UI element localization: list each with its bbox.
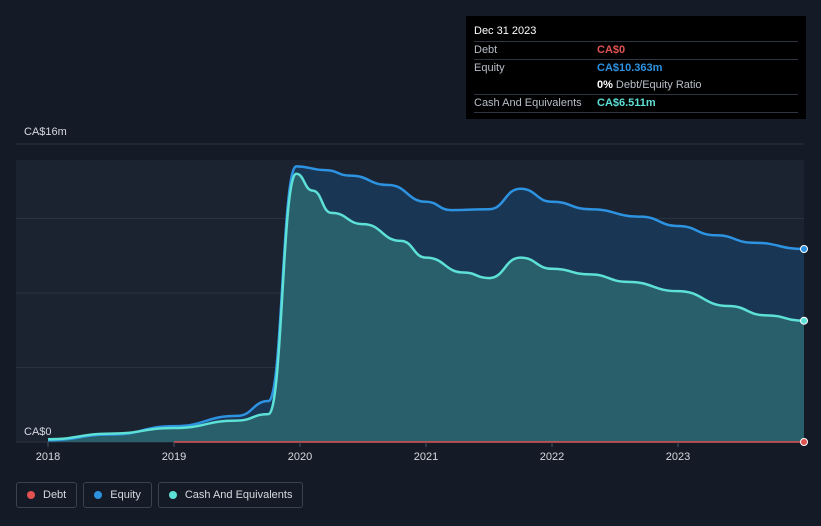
cash-dot-icon [168, 491, 177, 499]
x-tick-label: 2020 [288, 451, 312, 463]
equity-dot-icon [94, 491, 103, 499]
tooltip-cash-label: Cash And Equivalents [474, 97, 582, 109]
tooltip-equity-label: Equity [474, 62, 505, 74]
tooltip-date: Dec 31 2023 [474, 25, 537, 37]
legend-equity-label: Equity [110, 489, 141, 501]
tooltip-ratio-suffix: Debt/Equity Ratio [615, 79, 702, 91]
tooltip-debt-value: CA$0 [597, 44, 626, 56]
tooltip-row-debt: Debt CA$0 [474, 41, 798, 59]
tooltip-row-cash: Cash And Equivalents CA$6.511m [474, 94, 798, 113]
legend-item-equity[interactable]: Equity [83, 482, 152, 508]
series-end-marker-debt [800, 438, 808, 446]
x-tick-label: 2019 [162, 451, 186, 463]
tooltip-row-ratio: 0% Debt/Equity Ratio [474, 77, 798, 94]
legend-item-debt[interactable]: Debt [16, 482, 78, 508]
tooltip-equity-value: CA$10.363m [597, 62, 663, 74]
y-axis-bottom-label: CA$0 [24, 426, 52, 438]
x-tick-label: 2022 [540, 451, 564, 463]
tooltip-row-equity: Equity CA$10.363m [474, 59, 798, 77]
legend-cash-label: Cash And Equivalents [184, 489, 293, 501]
series-layer [47, 165, 808, 446]
x-axis: 2018 2019 2020 2021 2022 2023 [36, 442, 690, 463]
tooltip-ratio-value: 0% [597, 79, 613, 91]
tooltip-ratio-label-empty [474, 77, 597, 94]
legend-debt-label: Debt [43, 489, 67, 501]
x-tick-label: 2021 [414, 451, 438, 463]
series-line-cash-and-equivalents [47, 172, 805, 441]
series-line-equity [47, 165, 805, 442]
legend: Debt Equity Cash And Equivalents [16, 482, 304, 508]
debt-dot-icon [27, 491, 35, 499]
series-end-marker-cash-and-equivalents [800, 316, 808, 325]
x-tick-label: 2023 [666, 451, 690, 463]
tooltip-panel: Dec 31 2023 Debt CA$0 Equity CA$10.363m … [466, 16, 806, 119]
series-end-marker-equity [800, 244, 808, 253]
legend-item-cash[interactable]: Cash And Equivalents [157, 482, 304, 508]
series-area-cash-and-equivalents [48, 173, 804, 443]
x-tick-label: 2018 [36, 451, 60, 463]
tooltip-cash-value: CA$6.511m [597, 97, 656, 109]
tooltip-debt-label: Debt [474, 44, 498, 56]
y-axis-top-label: CA$16m [24, 126, 67, 138]
